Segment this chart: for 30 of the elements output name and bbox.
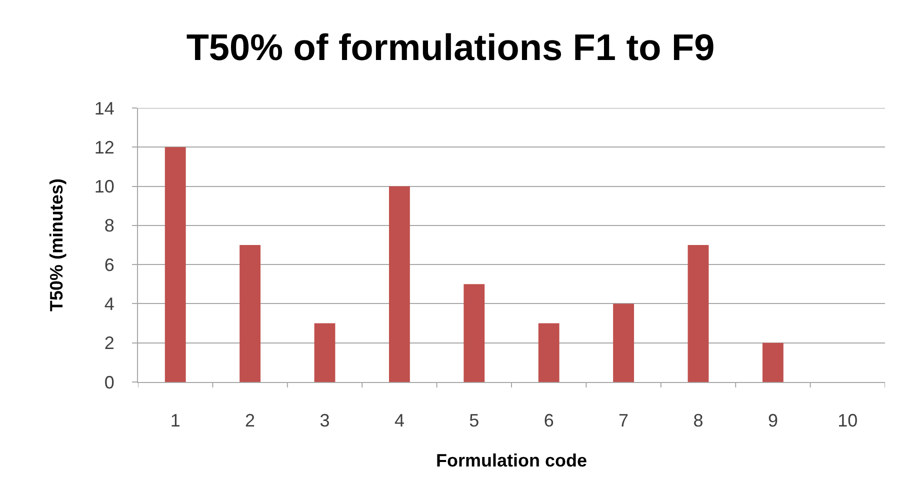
y-tick-label: 10 [94, 176, 114, 197]
x-tick-label: 9 [768, 410, 778, 431]
x-tick-label: 2 [245, 410, 256, 431]
x-tick-label: 3 [320, 410, 330, 431]
x-tick-label: 7 [618, 410, 629, 431]
y-tick-label: 12 [94, 137, 114, 158]
bar [164, 147, 186, 382]
y-tick-label: 0 [104, 372, 114, 392]
y-tick-label: 2 [104, 333, 114, 354]
x-tick-label: 6 [544, 410, 554, 431]
y-axis-title: T50% (minutes) [46, 178, 67, 312]
chart-title: T50% of formulations F1 to F9 [186, 26, 715, 68]
bar [688, 245, 709, 382]
x-axis-title: Formulation code [436, 450, 588, 471]
y-tick-label: 4 [104, 294, 114, 314]
bar [240, 245, 261, 382]
bar [538, 323, 560, 382]
bar [613, 304, 634, 382]
x-tick-label: 4 [394, 410, 404, 431]
x-tick-label: 8 [693, 410, 704, 431]
bar [388, 186, 410, 382]
y-tick-label: 14 [94, 98, 114, 118]
bar [762, 342, 784, 382]
bar [314, 323, 336, 382]
x-tick-label: 10 [838, 410, 858, 431]
y-tick-label: 6 [104, 254, 114, 275]
bar [464, 284, 485, 382]
x-tick-label: 1 [170, 410, 180, 431]
x-tick-label: 5 [469, 410, 480, 431]
y-tick-label: 8 [104, 216, 114, 236]
